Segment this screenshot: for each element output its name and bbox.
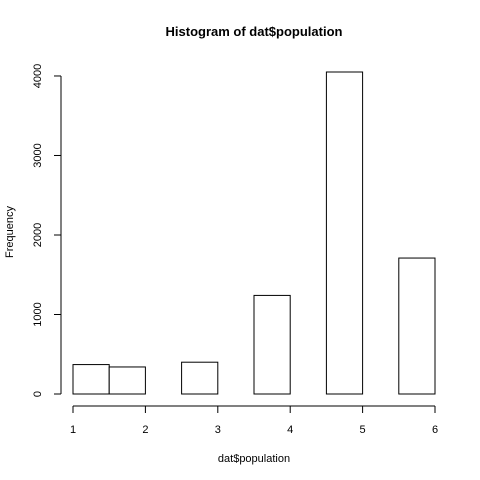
- histogram-bar: [398, 257, 436, 395]
- x-tick-label: 3: [215, 424, 221, 436]
- y-tick-label: 0: [32, 391, 44, 397]
- x-tick-label: 1: [70, 424, 76, 436]
- x-axis-label: dat$population: [218, 453, 290, 465]
- x-tick-label: 4: [287, 424, 293, 436]
- histogram-bar: [181, 361, 219, 395]
- x-tick-label: 5: [360, 424, 366, 436]
- bars-layer: [72, 71, 436, 395]
- y-axis: 0 1000 2000 3000 4000: [32, 64, 62, 397]
- y-tick-label: 1000: [32, 302, 44, 326]
- x-tick-label: 6: [432, 424, 438, 436]
- y-axis-label: Frequency: [4, 206, 16, 258]
- y-tick-label: 3000: [32, 143, 44, 167]
- x-tick-label: 2: [142, 424, 148, 436]
- x-axis: 1 2 3 4 5 6: [70, 405, 438, 436]
- chart-title: Histogram of dat$population: [166, 24, 343, 39]
- histogram-bar: [108, 366, 146, 395]
- histogram-bar: [253, 294, 291, 395]
- histogram-bar: [325, 71, 364, 395]
- y-tick-label: 4000: [32, 64, 44, 88]
- y-tick-label: 2000: [32, 223, 44, 247]
- histogram-bar: [72, 364, 110, 395]
